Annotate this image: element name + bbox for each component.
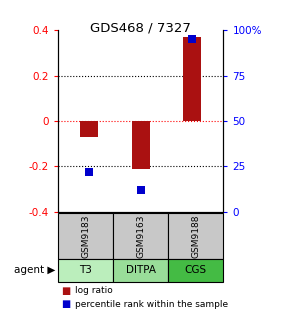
Bar: [132, 121, 150, 169]
Text: GSM9188: GSM9188: [191, 214, 200, 258]
Text: ■: ■: [61, 286, 70, 296]
Text: ■: ■: [61, 299, 70, 309]
Bar: [183, 37, 201, 121]
Text: log ratio: log ratio: [75, 286, 113, 295]
Text: T3: T3: [79, 265, 92, 276]
Text: GSM9163: GSM9163: [136, 214, 145, 258]
Text: GDS468 / 7327: GDS468 / 7327: [90, 22, 191, 35]
Text: agent ▶: agent ▶: [14, 265, 55, 276]
Point: [190, 37, 195, 42]
Point: [87, 169, 91, 174]
Text: CGS: CGS: [185, 265, 207, 276]
Text: GSM9183: GSM9183: [81, 214, 90, 258]
Point: [138, 187, 143, 193]
Bar: [80, 121, 98, 137]
Text: percentile rank within the sample: percentile rank within the sample: [75, 300, 229, 308]
Text: DITPA: DITPA: [126, 265, 156, 276]
